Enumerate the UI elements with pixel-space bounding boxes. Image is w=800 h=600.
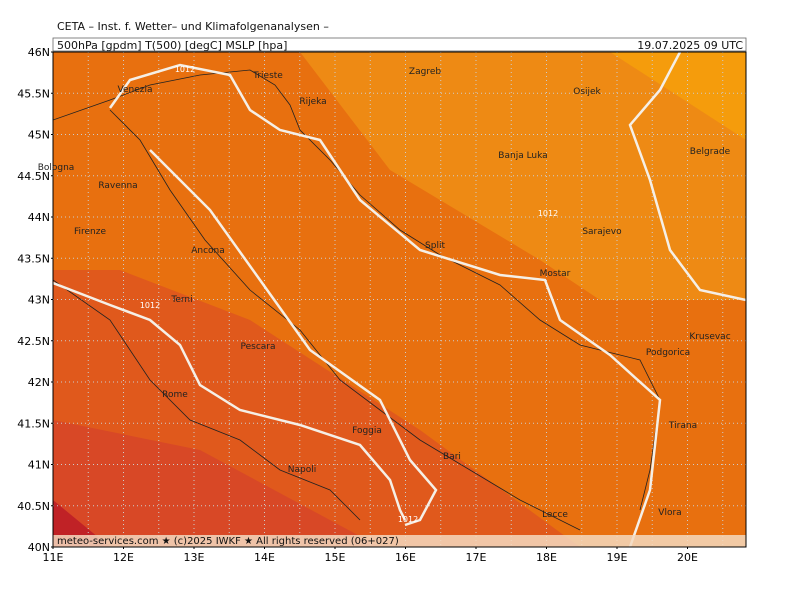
footer-strip	[53, 535, 746, 547]
lat-label: 42.5N	[17, 335, 50, 348]
header-title: CETA – Inst. f. Wetter– und Klimafolgena…	[57, 20, 329, 33]
header-date: 19.07.2025 09 UTC	[637, 39, 743, 52]
city-label: Podgorica	[646, 348, 690, 358]
city-label: Terni	[170, 295, 192, 305]
city-label: Mostar	[540, 269, 571, 279]
temp-band	[300, 52, 746, 300]
lat-label: 41.5N	[17, 417, 50, 430]
city-label: Foggia	[352, 426, 382, 436]
coastlines	[53, 69, 661, 531]
isobars	[53, 52, 746, 547]
city-label: Osijek	[573, 87, 601, 97]
city-label: Zagreb	[409, 67, 441, 77]
city-label: Split	[425, 241, 445, 251]
lon-label: 11E	[43, 551, 64, 564]
city-label: Tirana	[668, 421, 697, 431]
lat-label: 41N	[28, 459, 50, 472]
city-label: Belgrade	[690, 147, 731, 157]
temp-band	[53, 420, 380, 547]
lon-label: 18E	[536, 551, 557, 564]
city-label: Napoli	[288, 465, 316, 475]
lat-label: 45N	[28, 129, 50, 142]
lat-label: 43.5N	[17, 252, 50, 265]
lat-label: 40.5N	[17, 500, 50, 513]
lon-label: 17E	[466, 551, 487, 564]
contour-label: 1012	[140, 301, 160, 310]
city-label: Ancona	[191, 246, 225, 256]
contour-label: 1012	[538, 209, 558, 218]
lon-label: 14E	[254, 551, 275, 564]
city-labels: Venezia Trieste Zagreb Osijek Rijeka Bologna R…	[38, 65, 731, 524]
city-label: Bari	[443, 452, 461, 462]
city-label: Krusevac	[689, 332, 730, 342]
city-label: Ravenna	[98, 181, 137, 191]
lon-label: 12E	[113, 551, 134, 564]
lon-label: 15E	[325, 551, 346, 564]
city-label: Bologna	[38, 163, 75, 173]
city-label: Pescara	[240, 342, 275, 352]
lat-label: 44.5N	[17, 170, 50, 183]
lat-label: 40N	[28, 541, 50, 554]
city-label: Rome	[162, 390, 188, 400]
lat-label: 46N	[28, 46, 50, 59]
city-label: Firenze	[74, 227, 106, 237]
lon-label: 13E	[184, 551, 205, 564]
city-label: Rijeka	[299, 97, 326, 107]
header-params: 500hPa [gpdm] T(500) [degC] MSLP [hpa]	[57, 39, 287, 52]
city-label: Trieste	[252, 71, 283, 81]
lat-label: 45.5N	[17, 87, 50, 100]
city-label: Sarajevo	[582, 227, 622, 237]
lat-label: 42N	[28, 376, 50, 389]
lon-label: 20E	[677, 551, 698, 564]
lon-label: 16E	[395, 551, 416, 564]
map: meteo-services.com ★ (c)2025 IWKF ★ All …	[53, 52, 746, 547]
temp-band	[610, 52, 746, 140]
city-label: Venezia	[118, 85, 153, 95]
city-label: Lecce	[542, 510, 568, 520]
header-box	[52, 37, 747, 52]
lon-label: 19E	[607, 551, 628, 564]
city-label: Vlora	[658, 508, 681, 518]
axes: 46N 45.5N 45N 44.5N 44N 43.5N 43N 42.5N 42N 41.5N…	[17, 46, 698, 564]
lat-label: 44N	[28, 211, 50, 224]
contour-label: 1012	[398, 515, 418, 524]
contour-label: 1012	[175, 65, 195, 74]
city-label: Banja Luka	[498, 151, 547, 161]
lat-label: 43N	[28, 294, 50, 307]
footer: meteo-services.com ★ (c)2025 IWKF ★ All …	[57, 536, 399, 547]
